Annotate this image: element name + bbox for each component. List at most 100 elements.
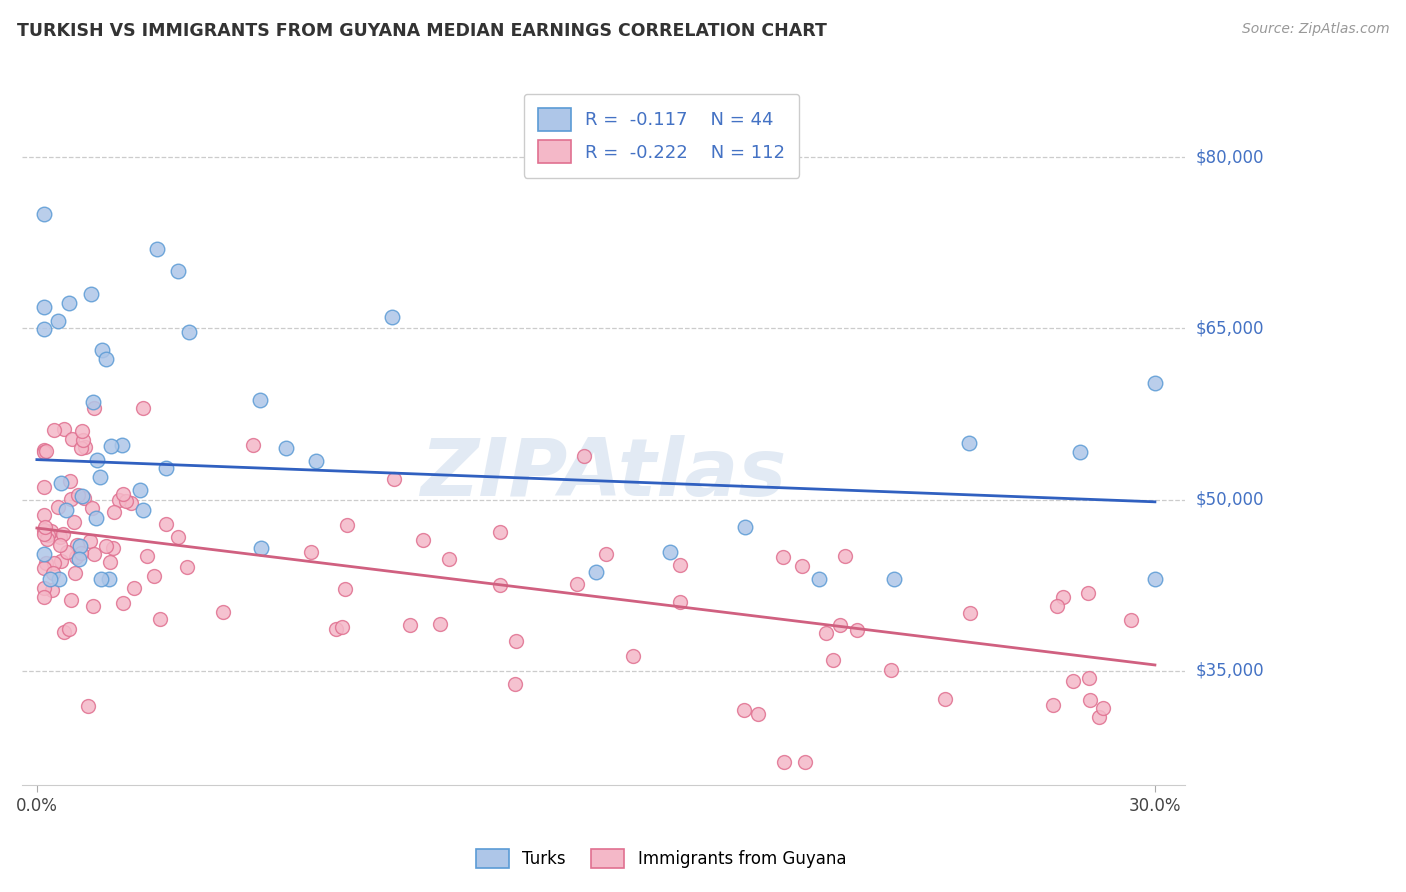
Point [299, 545, 322, 559]
Point [37, 528, 59, 542]
Text: ZIPAtlas: ZIPAtlas [420, 434, 786, 513]
Point [52, 625, 75, 640]
Point [142, 569, 165, 583]
Point [772, 549, 794, 564]
Point [48, 530, 70, 544]
Text: Source: ZipAtlas.com: Source: ZipAtlas.com [1241, 22, 1389, 37]
Point [60, 593, 83, 607]
Point [84, 510, 107, 524]
Point [101, 541, 124, 556]
Point [148, 612, 170, 626]
Point [959, 606, 981, 620]
Point [62, 515, 84, 529]
Point [155, 460, 177, 475]
Point [34, 508, 56, 523]
Point [94, 352, 117, 367]
Point [155, 517, 177, 532]
Point [111, 487, 134, 501]
Point [565, 577, 588, 591]
Text: $80,000: $80,000 [1197, 148, 1264, 166]
Text: $35,000: $35,000 [1197, 662, 1264, 680]
Point [398, 617, 420, 632]
Point [1078, 693, 1101, 707]
Point [42, 423, 65, 437]
Point [166, 531, 188, 545]
Point [845, 623, 868, 637]
Point [90, 573, 112, 587]
Point [59, 474, 82, 488]
Point [1119, 613, 1142, 627]
Point [55, 503, 77, 517]
Point [249, 541, 271, 555]
Point [94, 539, 117, 553]
Point [122, 581, 145, 595]
Text: $50,000: $50,000 [1197, 491, 1264, 508]
Point [34, 322, 56, 336]
Point [114, 494, 136, 508]
Point [794, 755, 817, 769]
Point [1088, 710, 1111, 724]
Point [1042, 698, 1064, 712]
Point [58, 296, 80, 310]
Point [51, 475, 73, 490]
Point [659, 544, 682, 558]
Point [145, 242, 167, 256]
Point [880, 663, 903, 677]
Point [808, 573, 831, 587]
Point [89, 470, 111, 484]
Point [49, 554, 72, 568]
Point [67, 552, 90, 566]
Legend: R =  -0.117    N = 44, R =  -0.222    N = 112: R = -0.117 N = 44, R = -0.222 N = 112 [523, 94, 800, 178]
Point [34, 560, 56, 574]
Point [46, 314, 69, 328]
Point [34, 445, 56, 459]
Point [1091, 700, 1114, 714]
Point [883, 573, 905, 587]
Point [48, 573, 70, 587]
Point [34, 443, 56, 458]
Point [35, 556, 58, 570]
Point [70, 425, 93, 439]
Point [747, 706, 769, 721]
Point [34, 300, 56, 314]
Point [41, 583, 63, 598]
Point [733, 703, 755, 717]
Point [1052, 590, 1074, 604]
Point [437, 551, 460, 566]
Point [621, 648, 644, 663]
Point [58, 622, 80, 636]
Point [72, 491, 94, 505]
Text: TURKISH VS IMMIGRANTS FROM GUYANA MEDIAN EARNINGS CORRELATION CHART: TURKISH VS IMMIGRANTS FROM GUYANA MEDIAN… [17, 22, 827, 40]
Point [100, 439, 122, 453]
Point [176, 560, 198, 574]
Point [790, 559, 813, 574]
Point [1046, 599, 1069, 613]
Point [734, 520, 756, 534]
Point [37, 533, 59, 547]
Point [70, 489, 93, 503]
Point [815, 626, 838, 640]
Point [382, 471, 405, 485]
Point [80, 501, 103, 516]
Point [276, 441, 298, 455]
Point [177, 325, 200, 339]
Point [83, 547, 105, 561]
Point [128, 483, 150, 498]
Point [34, 444, 56, 458]
Text: $65,000: $65,000 [1197, 319, 1264, 337]
Point [212, 605, 235, 619]
Point [34, 480, 56, 494]
Point [111, 437, 134, 451]
Point [167, 264, 190, 278]
Point [325, 622, 347, 636]
Point [1143, 376, 1166, 390]
Point [66, 538, 89, 552]
Point [669, 558, 692, 572]
Point [39, 524, 62, 538]
Point [73, 440, 96, 454]
Point [1069, 444, 1091, 458]
Point [90, 343, 112, 357]
Point [42, 566, 65, 580]
Point [46, 500, 69, 515]
Point [34, 207, 56, 221]
